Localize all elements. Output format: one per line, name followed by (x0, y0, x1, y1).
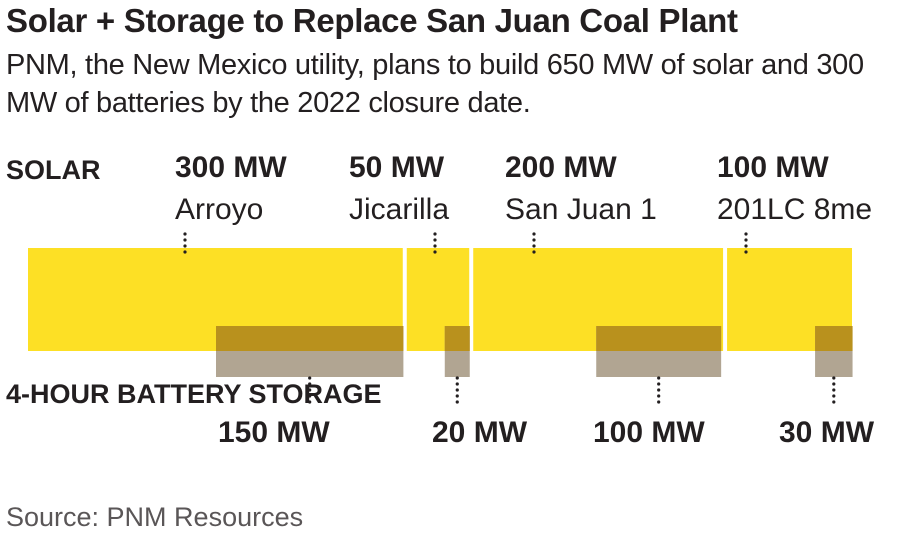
solar-leader-dots (183, 232, 187, 236)
battery-leader-dots (455, 400, 459, 404)
battery-leader-dots (308, 388, 312, 392)
battery-leader-dots (657, 400, 661, 404)
battery-leader-dots (308, 400, 312, 404)
battery-overlap-jicarilla (444, 326, 470, 351)
source-note: Source: PNM Resources (6, 502, 304, 532)
solar-value-label: 200 MW (505, 151, 617, 184)
battery-overlap-san-juan-1 (596, 326, 722, 351)
solar-leader-dots (744, 232, 748, 236)
solar-value-label: 300 MW (175, 151, 287, 184)
site-name-label: San Juan 1 (505, 193, 657, 226)
battery-leader-dots (657, 388, 661, 392)
solar-leader-dots (532, 244, 536, 248)
battery-overlap-arroyo (216, 326, 404, 351)
battery-value-label: 30 MW (779, 416, 875, 449)
solar-leader-dots (183, 244, 187, 248)
battery-leader-dots (832, 388, 836, 392)
battery-leader-dots (308, 376, 312, 380)
solar-leader-dots (433, 238, 437, 242)
solar-leader-dots (433, 250, 437, 254)
solar-leader-dots (744, 244, 748, 248)
battery-leader-dots (455, 376, 459, 380)
battery-overlap-201lc-8me (815, 326, 853, 351)
chart-subtitle: PNM, the New Mexico utility, plans to bu… (6, 49, 864, 119)
battery-leader-dots (657, 376, 661, 380)
battery-leader-dots (832, 376, 836, 380)
battery-leader-dots (832, 382, 836, 386)
solar-row-label: SOLAR (6, 155, 101, 185)
solar-leader-dots (183, 238, 187, 242)
site-name-label: Jicarilla (349, 193, 449, 226)
battery-leader-dots (455, 394, 459, 398)
battery-value-label: 150 MW (218, 416, 330, 449)
solar-leader-dots (532, 250, 536, 254)
solar-leader-dots (532, 238, 536, 242)
solar-value-label: 100 MW (717, 151, 829, 184)
solar-leader-dots (183, 250, 187, 254)
battery-leader-dots (308, 382, 312, 386)
solar-leader-dots (744, 238, 748, 242)
battery-leader-dots (657, 394, 661, 398)
battery-value-label: 100 MW (593, 416, 705, 449)
battery-leader-dots (455, 388, 459, 392)
battery-leader-dots (455, 382, 459, 386)
chart-title: Solar + Storage to Replace San Juan Coal… (6, 2, 738, 39)
solar-leader-dots (532, 232, 536, 236)
solar-leader-dots (433, 232, 437, 236)
battery-leader-dots (832, 394, 836, 398)
site-name-label: Arroyo (175, 193, 263, 226)
battery-leader-dots (657, 382, 661, 386)
solar-leader-dots (744, 250, 748, 254)
battery-leader-dots (308, 394, 312, 398)
solar-value-label: 50 MW (349, 151, 445, 184)
site-name-label: 201LC 8me (717, 193, 872, 226)
solar-leader-dots (433, 244, 437, 248)
battery-leader-dots (832, 400, 836, 404)
battery-value-label: 20 MW (432, 416, 528, 449)
